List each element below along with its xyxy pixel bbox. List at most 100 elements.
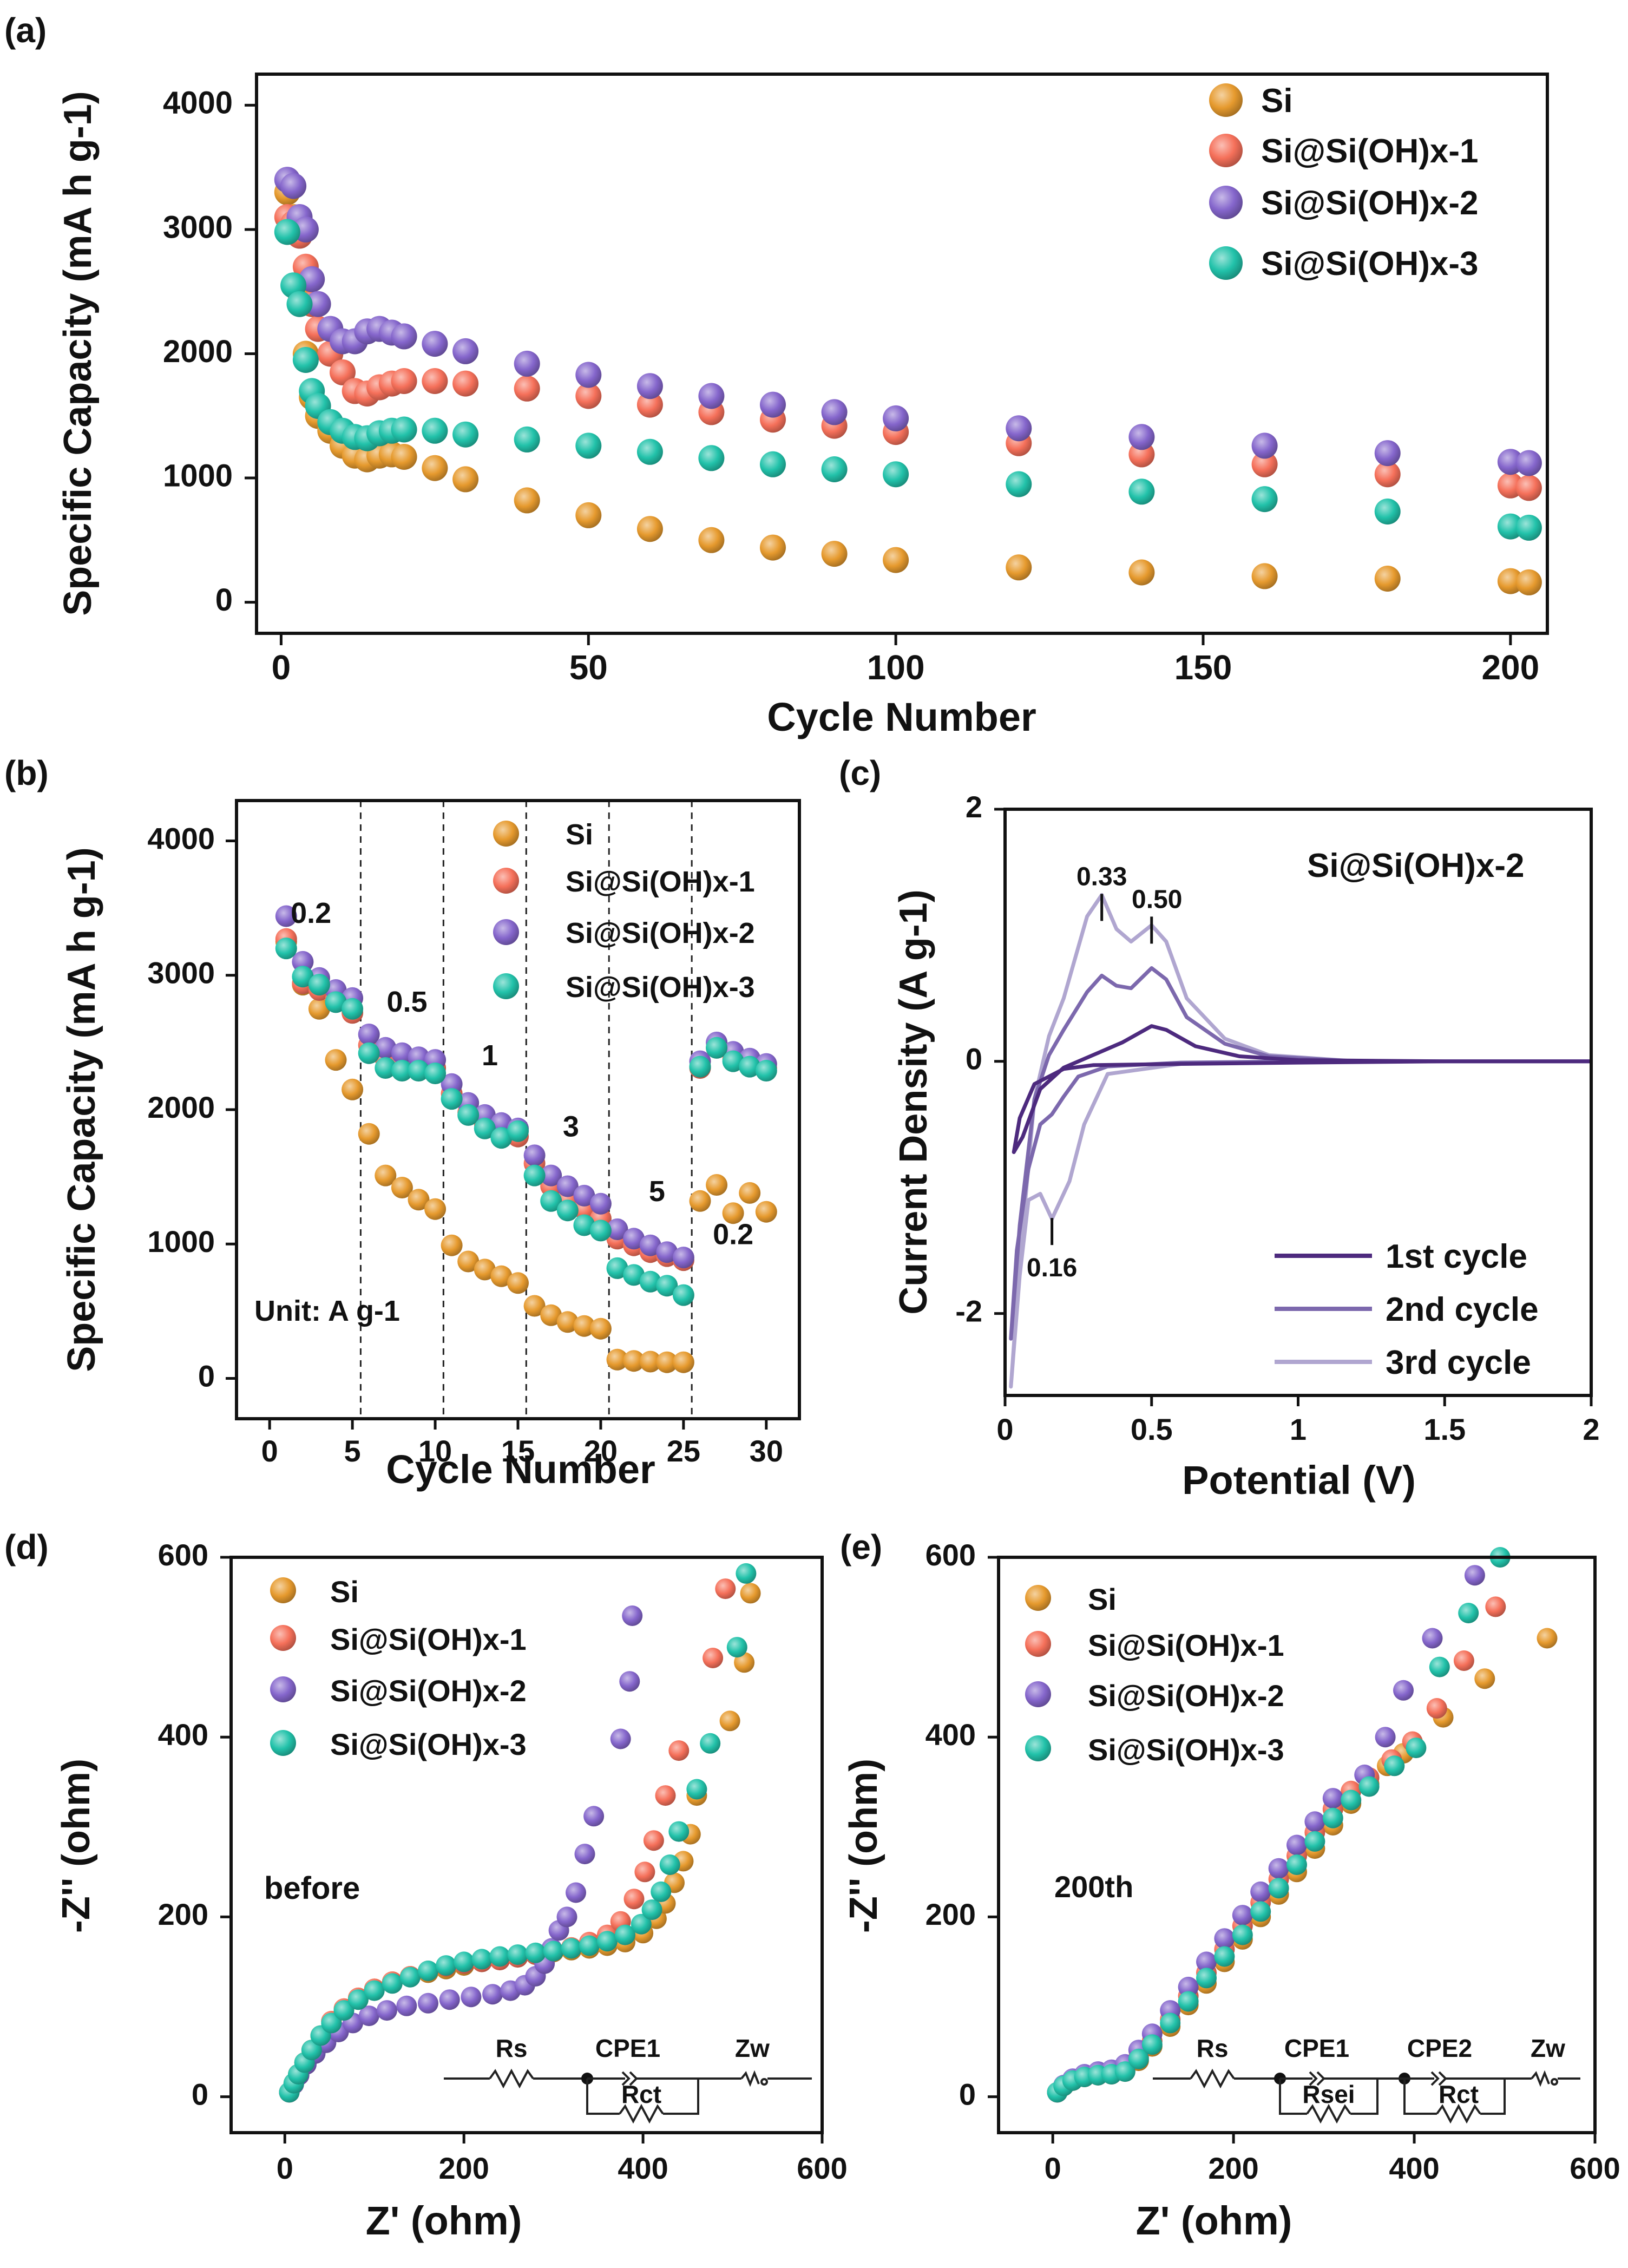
- panel-e-x-tick-label: 400: [1389, 2151, 1439, 2185]
- panel-a-legend-label: Si@Si(OH)x-3: [1261, 245, 1479, 283]
- cycling-point: [1515, 475, 1542, 501]
- panel-b-legend-marker: [493, 919, 519, 945]
- cycling-point: [636, 391, 663, 418]
- panel-b-y-tick-label: 3000: [147, 956, 215, 990]
- panel-e-x-tick-label: 600: [1570, 2151, 1620, 2185]
- nyquist-200th-point: [1406, 1738, 1427, 1759]
- panel-e: (e) 0 200 400 600 0 200 400 600 Z' (ohm)…: [840, 1528, 1620, 2243]
- panel-d-legend-marker: [270, 1625, 296, 1651]
- nyquist-before-point: [659, 1854, 680, 1875]
- cycling-point: [330, 359, 356, 385]
- nyquist-200th-point: [1160, 2013, 1181, 2034]
- panel-c-peak-labels: 0.33 0.50 0.16: [1027, 862, 1183, 1282]
- panel-b-x-tick-label: 20: [584, 1434, 618, 1468]
- panel-d-x-axis-label: Z' (ohm): [366, 2198, 522, 2243]
- warburg-icon: [740, 2070, 760, 2087]
- cycling-point: [422, 331, 448, 357]
- panel-b-rate-label: 0.5: [387, 986, 428, 1018]
- panel-a-y-tick-label: 0: [215, 582, 233, 618]
- nyquist-before-point: [436, 1955, 457, 1976]
- panel-c-legend-label: 1st cycle: [1386, 1238, 1527, 1275]
- panel-b-legend-label: Si@Si(OH)x-1: [566, 866, 755, 898]
- panel-e-y-tick-label: 600: [925, 1538, 976, 1572]
- nyquist-200th-point: [1422, 1628, 1443, 1649]
- rate-point: [391, 1177, 413, 1198]
- rate-point: [556, 1175, 579, 1197]
- panel-d-x-tick-label: 600: [797, 2151, 847, 2185]
- cycling-point: [391, 368, 417, 394]
- cpe-icon: [1430, 2071, 1440, 2086]
- rate-point: [722, 1202, 744, 1224]
- rate-point: [408, 1060, 430, 1081]
- nyquist-200th-point: [1214, 1946, 1235, 1967]
- nyquist-before-point: [623, 1889, 645, 1910]
- panel-d-x-tick-label: 0: [277, 2151, 293, 2185]
- rate-point: [623, 1264, 645, 1286]
- nyquist-before-point: [418, 1961, 438, 1981]
- rate-point: [391, 1042, 413, 1064]
- nyquist-before-point: [358, 2005, 379, 2027]
- rate-point: [589, 1220, 612, 1242]
- panel-d-legend-marker: [270, 1577, 296, 1603]
- resistor-rs-icon: [489, 2068, 534, 2089]
- panel-c-peak-label: 0.50: [1132, 885, 1182, 914]
- panel-a-legend-marker: [1209, 83, 1243, 117]
- panel-a-legend: Si Si@Si(OH)x-1 Si@Si(OH)x-2 Si@Si(OH)x-…: [1209, 82, 1479, 283]
- rate-point: [342, 998, 364, 1020]
- panel-b-legend-label: Si: [566, 818, 593, 851]
- panel-a-x-tick-label: 150: [1174, 648, 1232, 687]
- cycling-point: [636, 438, 663, 465]
- cpe-icon: [621, 2071, 631, 2086]
- nyquist-200th-point: [1322, 1788, 1343, 1809]
- cycling-point: [1251, 563, 1278, 589]
- nyquist-before-point: [579, 1935, 600, 1956]
- nyquist-before-point: [482, 1984, 503, 2005]
- nyquist-before-point: [461, 1987, 482, 2008]
- cycling-point: [698, 383, 725, 409]
- rate-point: [391, 1060, 413, 1081]
- nyquist-200th-point: [1426, 1698, 1447, 1719]
- panel-d-legend-label: Si@Si(OH)x-1: [330, 1622, 527, 1656]
- nyquist-before-point: [525, 1942, 546, 1963]
- circuit-label-rsei: Rsei: [1302, 2080, 1355, 2108]
- rate-point: [755, 1201, 777, 1223]
- nyquist-before-point: [668, 1740, 690, 1761]
- nyquist-before-point: [439, 1989, 460, 2010]
- cycling-point: [575, 502, 602, 528]
- circuit-label-rct: Rct: [1439, 2080, 1479, 2108]
- rate-point: [606, 1348, 628, 1371]
- nyquist-before-point: [596, 1931, 618, 1952]
- rate-point: [375, 1057, 397, 1079]
- nyquist-before-point: [651, 1881, 672, 1902]
- panel-d-legend-label: Si@Si(OH)x-2: [330, 1674, 527, 1708]
- cv-curve: [1009, 966, 1591, 1341]
- nyquist-before-point: [615, 1924, 635, 1945]
- cycling-point: [292, 347, 319, 373]
- panel-b-x-axis-label: Cycle Number: [386, 1447, 655, 1492]
- nyquist-200th-point: [1268, 1878, 1289, 1899]
- cycling-point: [514, 350, 540, 377]
- cycling-point: [575, 432, 602, 459]
- rate-point: [275, 905, 297, 927]
- panel-d-annotation: before: [264, 1871, 360, 1906]
- panel-c-legend-label: 3rd cycle: [1386, 1344, 1531, 1381]
- panel-e-x-ticks: 0 200 400 600: [1045, 2133, 1620, 2185]
- circuit-parallel-branch: [1480, 2079, 1506, 2115]
- cycling-point: [575, 383, 602, 409]
- panel-a-points: [274, 167, 1542, 595]
- nyquist-200th-point: [1375, 1727, 1396, 1748]
- resistor-rs-icon: [1190, 2068, 1235, 2089]
- panel-e-x-tick-label: 200: [1208, 2151, 1258, 2185]
- cycling-point: [422, 455, 448, 481]
- rate-point: [325, 991, 347, 1013]
- rate-point: [375, 1164, 397, 1187]
- cycling-point: [305, 291, 331, 317]
- nyquist-before-point: [715, 1578, 736, 1600]
- nyquist-200th-point: [1250, 1901, 1271, 1922]
- rate-point: [358, 1024, 380, 1045]
- rate-point: [656, 1275, 678, 1297]
- panel-c-x-ticks: 0 0.5 1 1.5 2: [996, 1395, 1600, 1446]
- rate-point: [523, 1295, 546, 1317]
- panel-c-y-axis-label: Current Density (A g-1): [892, 889, 935, 1314]
- panel-a-y-ticks: 0 1000 2000 3000 4000: [163, 86, 257, 618]
